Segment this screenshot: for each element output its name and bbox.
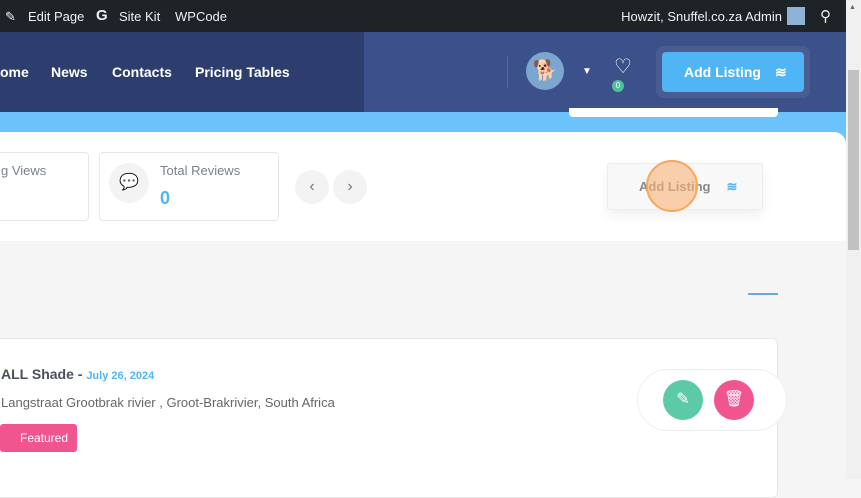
admin-avatar[interactable] [787,7,805,25]
edit-page-link[interactable]: Edit Page [28,9,85,24]
layers-plus-icon: ≋ [726,179,738,194]
listing-card: ALL Shade - July 26, 2024 Langstraat Gro… [0,338,787,498]
add-listing-label: Add Listing [684,64,761,80]
user-avatar[interactable]: 🐕 [526,52,564,90]
listing-address: Langstraat Grootbrak rivier , Groot-Brak… [1,395,335,410]
featured-badge: Featured [0,424,78,452]
favorites-count-badge: 0 [612,80,624,92]
section-underline [748,293,778,295]
stat-card-reviews: 💬 Total Reviews 0 [99,152,279,221]
action-pill [637,369,787,431]
search-icon[interactable]: ⚲ [820,8,831,25]
scroll-up-icon[interactable]: ▲ [849,4,856,11]
pencil-icon: ✎ [5,9,16,24]
nav-pricing-tables[interactable]: Pricing Tables [195,64,290,80]
divider [507,56,508,88]
heart-icon[interactable]: ♡ [614,56,632,78]
edit-listing-button[interactable]: ✎ [663,380,703,420]
wpcode-link[interactable]: WPCode [175,9,228,24]
nav-news[interactable]: News [51,64,88,80]
header-nav-area [0,32,364,112]
stat-value: 0 [160,188,171,208]
site-kit-link[interactable]: Site Kit [119,9,161,24]
chat-bubbles-icon: 💬 [109,163,149,203]
next-arrow-button[interactable]: › [333,170,367,204]
admin-bar: ✎ Edit Page G Site Kit WPCode Howzit, Sn… [0,0,846,32]
delete-listing-button[interactable]: 🗑 [714,380,754,420]
listing-title[interactable]: ALL Shade - July 26, 2024 [1,366,154,382]
stat-card-views: g Views [0,152,89,221]
stat-label: g Views [1,163,47,178]
nav-home[interactable]: ome [0,64,29,80]
layers-plus-icon: ≋ [775,64,787,80]
scrollbar-thumb[interactable] [848,70,859,250]
chevron-down-icon[interactable]: ▼ [582,66,592,77]
stat-label: Total Reviews [160,163,241,178]
google-icon: G [96,7,108,24]
dropdown-edge [569,108,778,117]
listing-date: July 26, 2024 [86,370,155,382]
nav-contacts[interactable]: Contacts [112,64,172,80]
prev-arrow-button[interactable]: ‹ [295,170,329,204]
click-indicator [646,160,698,212]
scrollbar[interactable]: ▲ [846,0,861,479]
add-listing-button[interactable]: Add Listing ≋ [662,52,804,92]
account-greeting[interactable]: Howzit, Snuffel.co.za Admin [621,9,782,24]
listing-title-text: ALL Shade - [1,366,83,382]
